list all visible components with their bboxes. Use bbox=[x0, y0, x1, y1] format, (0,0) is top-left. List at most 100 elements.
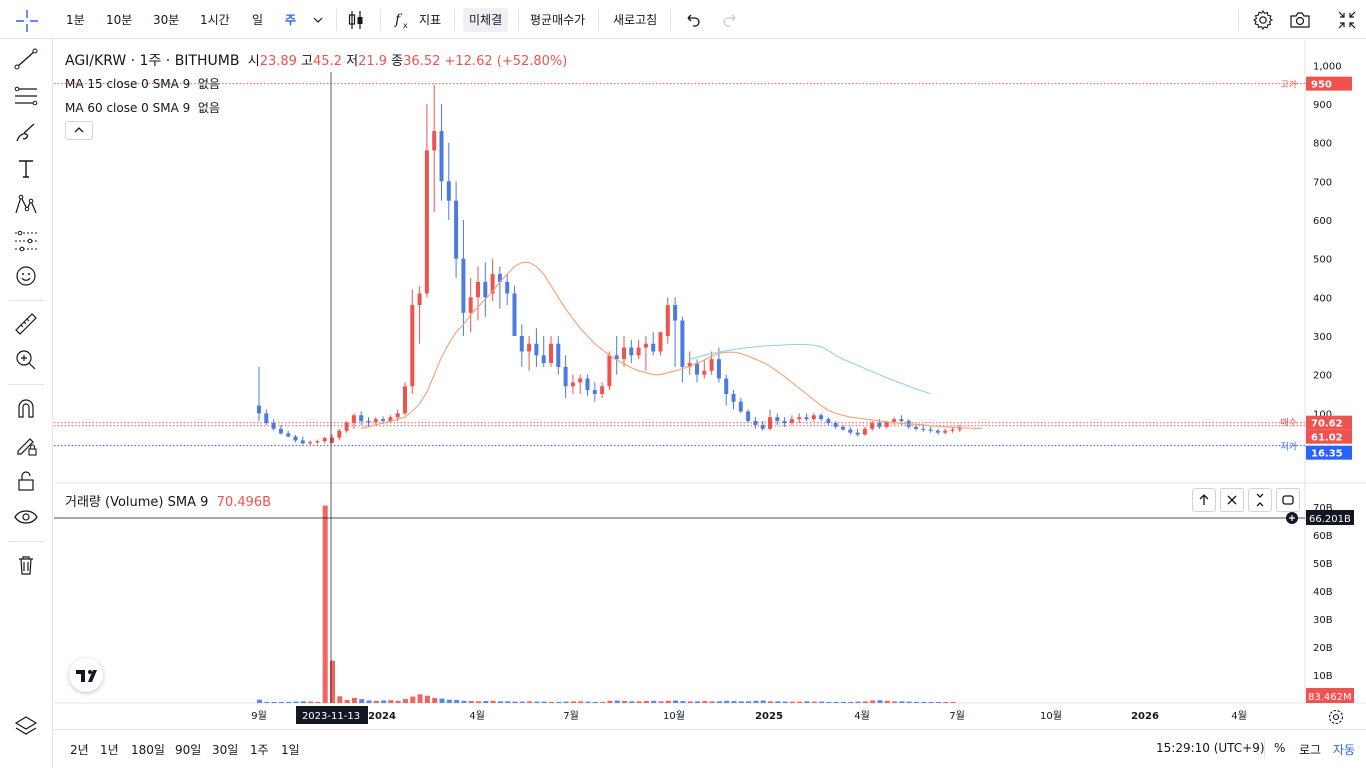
range-30d[interactable]: 30일 bbox=[212, 743, 239, 757]
volume-bar bbox=[388, 700, 394, 703]
interval-week[interactable]: 주 bbox=[285, 13, 297, 27]
change-value: +12.62 (+52.80%) bbox=[444, 54, 568, 69]
pattern-icon[interactable] bbox=[12, 191, 40, 219]
chevron-down-icon[interactable] bbox=[312, 14, 324, 26]
zoom-in-icon[interactable] bbox=[12, 346, 40, 374]
pane-maximize-button[interactable] bbox=[1276, 488, 1300, 512]
fib-lines-icon[interactable] bbox=[12, 82, 40, 110]
chart-canvas[interactable]: 66.201B 2023-11-13 1,000 900 800 700 600 500 40… bbox=[54, 40, 1366, 729]
candle-body bbox=[826, 419, 831, 423]
indicators-button[interactable]: 지표 bbox=[419, 13, 442, 27]
crosshair-icon[interactable] bbox=[14, 8, 40, 34]
drawing-toolbar bbox=[0, 39, 53, 768]
volume-tick-label: 40B bbox=[1313, 587, 1333, 598]
high-line-label: 고가 bbox=[1280, 80, 1297, 91]
range-2y[interactable]: 2년 bbox=[70, 743, 89, 757]
range-90d[interactable]: 90일 bbox=[175, 743, 202, 757]
volume-tick-label: 10B bbox=[1313, 671, 1333, 682]
range-1w[interactable]: 1주 bbox=[250, 743, 269, 757]
axis-settings-icon[interactable] bbox=[1327, 708, 1345, 726]
time-tick-label: 7월 bbox=[563, 710, 579, 722]
emoji-icon[interactable] bbox=[12, 262, 40, 290]
candle-body bbox=[315, 441, 320, 443]
candle-body bbox=[877, 422, 882, 427]
settings-gear-icon[interactable] bbox=[1252, 9, 1274, 31]
redo-icon[interactable] bbox=[720, 10, 740, 30]
auto-scale-toggle[interactable]: 자동 bbox=[1333, 743, 1356, 757]
layers-icon[interactable] bbox=[12, 712, 40, 740]
volume-bar bbox=[680, 701, 686, 703]
interval-1hour[interactable]: 1시간 bbox=[200, 13, 230, 27]
lock-drawing-icon[interactable] bbox=[12, 431, 40, 459]
candle-body bbox=[746, 411, 751, 422]
candle-body bbox=[381, 419, 386, 422]
volume-bar bbox=[556, 701, 562, 703]
low-label: 저 bbox=[346, 54, 359, 69]
ma15-legend[interactable]: MA 15 close 0 SMA 9 없음 bbox=[65, 75, 220, 92]
time-tick-label: 4월 bbox=[469, 710, 485, 722]
log-scale-toggle[interactable]: 로그 bbox=[1299, 743, 1322, 757]
avg-buy-price-button[interactable]: 평균매수가 bbox=[530, 13, 586, 27]
legend-collapse-button[interactable] bbox=[65, 121, 93, 140]
undo-icon[interactable] bbox=[683, 10, 703, 30]
volume-bar bbox=[381, 700, 387, 703]
volume-bar bbox=[541, 701, 547, 703]
brush-icon[interactable] bbox=[12, 119, 40, 147]
interval-day[interactable]: 일 bbox=[252, 13, 264, 27]
chart-area[interactable]: 66.201B 2023-11-13 1,000 900 800 700 600 500 40… bbox=[54, 40, 1366, 729]
refresh-button[interactable]: 새로고침 bbox=[613, 13, 658, 27]
candle-body bbox=[527, 343, 532, 352]
chevron-up-icon bbox=[74, 127, 84, 133]
camera-icon[interactable] bbox=[1289, 9, 1311, 31]
candle-body bbox=[264, 413, 269, 423]
volume-bar bbox=[702, 701, 708, 703]
ruler-icon[interactable] bbox=[12, 310, 40, 338]
volume-bar bbox=[351, 697, 357, 703]
volume-bar bbox=[432, 697, 438, 703]
candle-body bbox=[950, 429, 955, 431]
unlock-icon[interactable] bbox=[12, 467, 40, 495]
prediction-icon[interactable] bbox=[12, 227, 40, 255]
candle-style-icon[interactable] bbox=[345, 8, 367, 32]
volume-bar bbox=[417, 694, 423, 703]
time-tick-label: 10월 bbox=[663, 710, 685, 722]
eye-icon[interactable] bbox=[12, 503, 40, 531]
volume-bar bbox=[293, 701, 299, 703]
candle-body bbox=[848, 429, 853, 433]
volume-bar bbox=[899, 701, 905, 703]
magnet-icon[interactable] bbox=[12, 395, 40, 423]
volume-bar bbox=[578, 701, 584, 703]
candle-body bbox=[768, 417, 772, 429]
range-1d[interactable]: 1일 bbox=[281, 743, 300, 757]
indicator-fx-icon[interactable]: f x bbox=[393, 9, 415, 31]
trash-icon[interactable] bbox=[12, 551, 40, 579]
last-volume-box bbox=[1306, 688, 1354, 703]
pane-collapse-button[interactable] bbox=[1248, 488, 1272, 512]
trend-line-icon[interactable] bbox=[12, 45, 40, 73]
volume-legend[interactable]: 거래량 (Volume) SMA 9 70.496B bbox=[65, 491, 271, 510]
unfilled-orders-button[interactable]: 미체결 bbox=[463, 8, 509, 32]
interval-10min[interactable]: 10분 bbox=[106, 13, 133, 27]
clock-timezone[interactable]: 15:29:10 (UTC+9) bbox=[1156, 741, 1265, 755]
pane-close-button[interactable] bbox=[1220, 488, 1244, 512]
symbol-label[interactable]: AGI/KRW · 1주 · BITHUMB bbox=[65, 53, 240, 69]
pane-move-up-button[interactable] bbox=[1192, 488, 1216, 512]
range-1y[interactable]: 1년 bbox=[100, 743, 119, 757]
volume-bar bbox=[928, 702, 934, 703]
text-tool-icon[interactable] bbox=[12, 155, 40, 183]
collapse-fullscreen-icon[interactable] bbox=[1337, 10, 1357, 30]
range-180d[interactable]: 180일 bbox=[131, 743, 165, 757]
candle-body bbox=[921, 428, 926, 430]
percent-scale-toggle[interactable]: % bbox=[1274, 741, 1286, 755]
interval-1min[interactable]: 1분 bbox=[66, 13, 85, 27]
candle-body bbox=[724, 378, 729, 394]
tradingview-logo[interactable] bbox=[69, 658, 103, 692]
candle-body bbox=[643, 343, 648, 348]
interval-30min[interactable]: 30분 bbox=[153, 13, 180, 27]
candle-body bbox=[585, 378, 590, 391]
ma60-legend[interactable]: MA 60 close 0 SMA 9 없음 bbox=[65, 99, 220, 116]
volume-bar bbox=[782, 701, 788, 703]
volume-tick-label: 70B bbox=[1313, 503, 1333, 514]
volume-tick-label: 20B bbox=[1313, 643, 1333, 654]
time-tick-label: 4월 bbox=[854, 710, 870, 722]
